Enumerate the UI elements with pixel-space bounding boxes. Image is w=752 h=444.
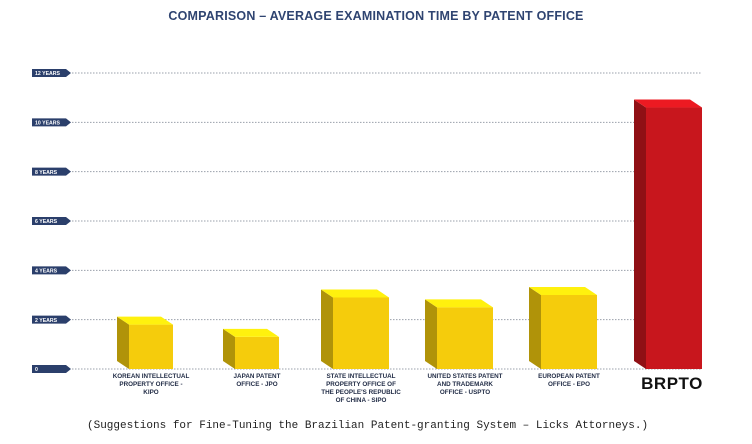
y-tick-label: 2 YEARS [35,318,58,324]
bar-top-face [321,289,389,298]
bar-front-face [333,297,389,369]
x-axis-label: BRPTO [641,374,703,393]
y-tick-tag [32,118,71,127]
bar-side-face [223,328,235,369]
bar-front-face [541,295,597,369]
bar-top-face [117,316,173,325]
bar [634,99,702,370]
y-tick-tag [32,167,71,176]
bar-top-face [425,299,493,308]
bar-front-face [646,107,702,370]
bar [117,316,173,369]
x-axis-label: JAPAN PATENT OFFICE - JPO [233,373,281,388]
y-tick-label: 10 YEARS [35,121,61,127]
bar-side-face [634,99,646,370]
bar-top-face [223,328,279,337]
bar-side-face [117,316,129,369]
y-tick-label: 8 YEARS [35,170,58,176]
y-axis-ticks: 0 2 YEARS 4 YEARS 6 YEARS 8 YEARS 10 YEARS 12 … [32,69,71,373]
source-note: (Suggestions for Fine-Tuning the Brazili… [87,420,649,432]
y-tick-label: 0 [35,367,38,373]
bar-side-face [529,287,541,369]
y-tick-label: 4 YEARS [35,269,58,275]
y-tick-tag [32,365,71,373]
bars [117,99,702,370]
x-axis-label: STATE INTELLECTUAL PROPERTY OFFICE OF TH… [321,373,401,404]
bar [425,299,493,369]
bar-front-face [129,324,173,369]
y-tick-tag [32,315,71,324]
bar-front-face [437,307,493,369]
x-axis-label: EUROPEAN PATENT OFFICE - EPO [538,373,600,388]
chart-title: COMPARISON – AVERAGE EXAMINATION TIME BY… [168,9,584,23]
y-tick-tag [32,266,71,275]
bar-side-face [321,289,333,369]
x-axis-label: KOREAN INTELLECTUAL PROPERTY OFFICE - KI… [112,373,190,396]
bar-side-face [425,299,437,369]
y-tick-tag [32,69,71,77]
bar-top-face [634,99,702,108]
bar [321,289,389,369]
bar [223,328,279,369]
bar-front-face [235,336,279,369]
bar [529,287,597,369]
y-tick-label: 6 YEARS [35,219,58,225]
bar-top-face [529,287,597,295]
x-axis-label: UNITED STATES PATENT AND TRADEMARK OFFIC… [427,373,503,396]
y-tick-label: 12 YEARS [35,71,61,77]
y-tick-tag [32,217,71,225]
